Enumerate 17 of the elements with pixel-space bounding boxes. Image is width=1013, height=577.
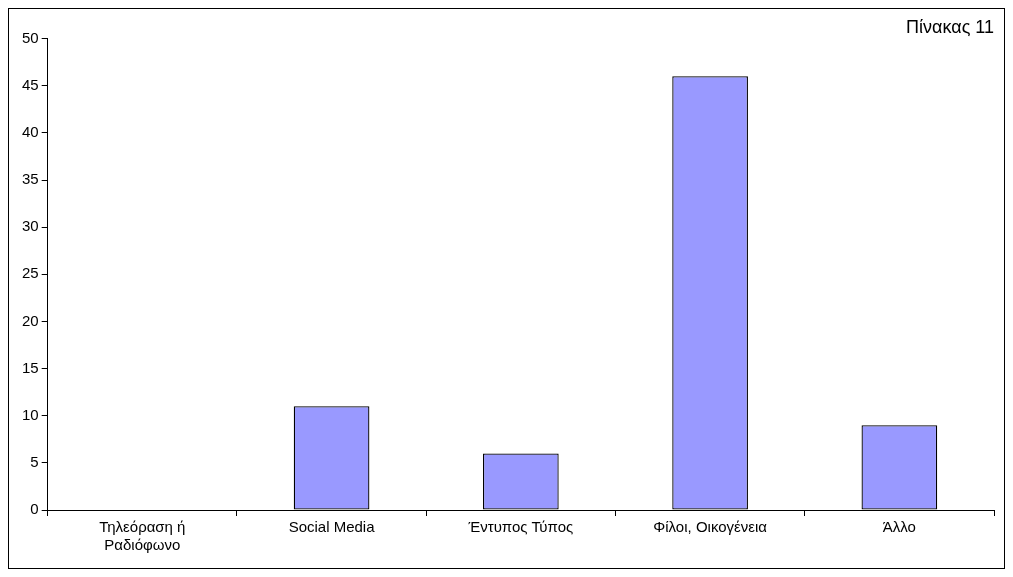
x-tick-label: Άλλο (882, 518, 916, 536)
x-tick-label: Έντυπος Τύπος (467, 518, 574, 536)
y-tick-label: 40 (22, 123, 39, 141)
y-tick-label: 30 (22, 217, 39, 235)
y-tick-label: 0 (30, 500, 39, 518)
x-tick-label: Τηλεόραση ή Ραδιόφωνο (99, 518, 186, 554)
x-tick-label: Φίλοι, Οικογένεια (653, 518, 768, 536)
y-tick-label: 15 (22, 358, 39, 376)
y-tick-label: 35 (22, 170, 39, 188)
y-tick-label: 20 (22, 311, 39, 329)
y-tick-label: 10 (22, 405, 39, 423)
y-tick-label: 50 (22, 28, 39, 46)
x-tick-label: Social Media (288, 518, 376, 536)
y-tick-label: 5 (30, 453, 39, 470)
y-tick-label: 45 (22, 75, 39, 93)
chart-title: Πίνακας 11 (906, 16, 994, 37)
y-tick-label: 25 (22, 264, 39, 282)
